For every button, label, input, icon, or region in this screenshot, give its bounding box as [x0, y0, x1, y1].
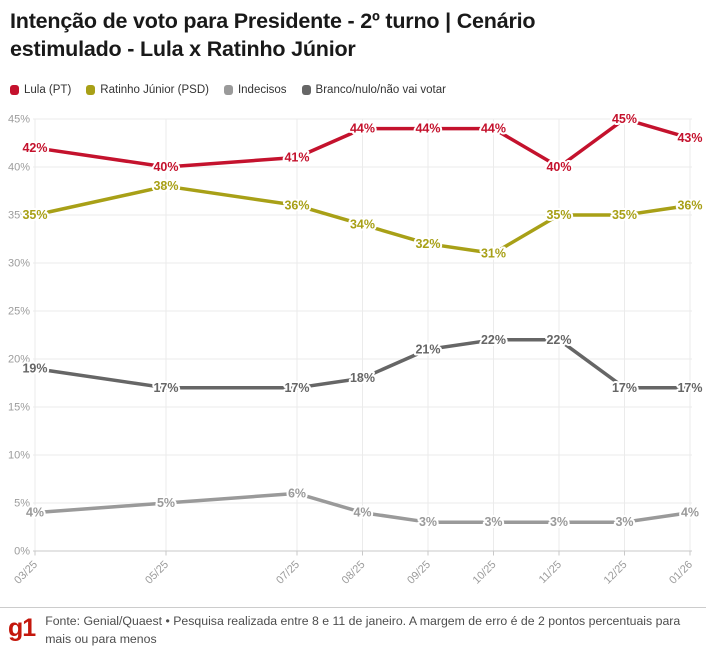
data-point-label: 19% [22, 362, 47, 376]
data-point-label: 17% [612, 381, 637, 395]
series-line [33, 491, 692, 524]
data-point-label: 17% [284, 381, 309, 395]
series-line [33, 338, 692, 390]
data-point-label: 3% [550, 515, 568, 529]
data-point-label: 36% [284, 198, 309, 212]
x-axis-tick-label: 09/25 [405, 559, 433, 587]
legend-swatch [86, 85, 96, 95]
x-axis-tick-label: 08/25 [340, 559, 368, 587]
data-point-label: 40% [153, 160, 178, 174]
legend-item-1: Lula (PT) [10, 84, 71, 96]
y-axis-tick-label: 0% [14, 546, 30, 558]
data-point-label: 38% [153, 179, 178, 193]
line-chart: 0% 5% 10% 15% 20% 25% 30% 35% 40% 45% 03/25 05/25 07… [8, 110, 705, 587]
data-point-label: 43% [677, 131, 702, 145]
data-point-label: 44% [415, 122, 440, 136]
legend-label: Branco/nulo/não vai votar [315, 84, 446, 96]
legend: Lula (PT) Ratinho Júnior (PSD) Indecisos Br… [10, 84, 446, 96]
legend-swatch [10, 85, 19, 95]
data-point-label: 3% [484, 515, 502, 529]
data-point-label: 36% [677, 198, 702, 212]
data-point-label: 40% [546, 160, 571, 174]
y-axis-tick-label: 25% [8, 306, 30, 318]
data-point-label: 32% [415, 237, 440, 251]
legend-item-2: Ratinho Júnior (PSD) [86, 84, 209, 96]
data-point-label: 4% [681, 506, 699, 520]
x-axis-tick-label: 01/26 [667, 559, 695, 587]
data-point-label: 17% [677, 381, 702, 395]
x-axis-tick-label: 05/25 [143, 559, 171, 587]
data-point-label: 3% [419, 515, 437, 529]
data-point-label: 45% [612, 112, 637, 126]
y-axis-tick-label: 15% [8, 402, 30, 414]
data-point-label: 35% [546, 208, 571, 222]
data-point-label: 44% [350, 122, 375, 136]
data-point-label: 22% [546, 333, 571, 347]
g1-logo: g1 [8, 614, 36, 642]
x-axis-tick-label: 12/25 [602, 559, 630, 587]
y-axis-tick-label: 10% [8, 450, 30, 462]
x-axis-tick-label: 10/25 [471, 559, 499, 587]
legend-swatch [223, 85, 233, 95]
legend-label: Lula (PT) [24, 84, 72, 96]
data-point-label: 44% [481, 122, 506, 136]
legend-label: Indecisos [237, 84, 287, 96]
footer: g1 Fonte: Genial/Quaest • Pesquisa reali… [8, 613, 700, 649]
y-axis-tick-label: 20% [8, 354, 30, 366]
legend-label: Ratinho Júnior (PSD) [100, 84, 209, 96]
data-point-label: 21% [415, 342, 440, 356]
data-point-label: 6% [288, 486, 306, 500]
source-text: Fonte: Genial/Quaest • Pesquisa realizad… [45, 614, 681, 646]
data-point-label: 4% [353, 506, 371, 520]
data-point-label: 34% [350, 218, 375, 232]
data-point-label: 5% [157, 496, 175, 510]
data-point-label: 22% [481, 333, 506, 347]
data-point-label: 17% [153, 381, 178, 395]
y-axis-tick-label: 45% [8, 114, 30, 126]
legend-item-3: Indecisos [223, 84, 287, 96]
data-point-label: 18% [350, 371, 375, 385]
series-line [33, 184, 692, 256]
data-point-label: 42% [22, 141, 47, 155]
data-point-label: 41% [284, 150, 309, 164]
data-point-label: 35% [612, 208, 637, 222]
data-point-label: 31% [481, 246, 506, 260]
data-point-label: 35% [22, 208, 47, 222]
data-point-label: 4% [26, 506, 44, 520]
x-axis-tick-label: 07/25 [274, 559, 302, 587]
legend-item-4: Branco/nulo/não vai votar [301, 84, 446, 96]
x-axis-tick-label: 11/25 [537, 559, 564, 586]
y-axis-tick-label: 40% [8, 162, 30, 174]
chart-title: Intenção de voto para Presidente - 2º tu… [10, 9, 536, 61]
x-axis-tick-label: 03/25 [12, 559, 40, 587]
series-line [33, 117, 692, 169]
data-point-label: 3% [615, 515, 633, 529]
y-axis-tick-label: 30% [8, 258, 30, 270]
y-axis-tick-label: 35% [8, 210, 30, 222]
y-axis-tick-label: 5% [14, 498, 30, 510]
legend-swatch [301, 85, 311, 95]
footer-divider [0, 607, 706, 608]
